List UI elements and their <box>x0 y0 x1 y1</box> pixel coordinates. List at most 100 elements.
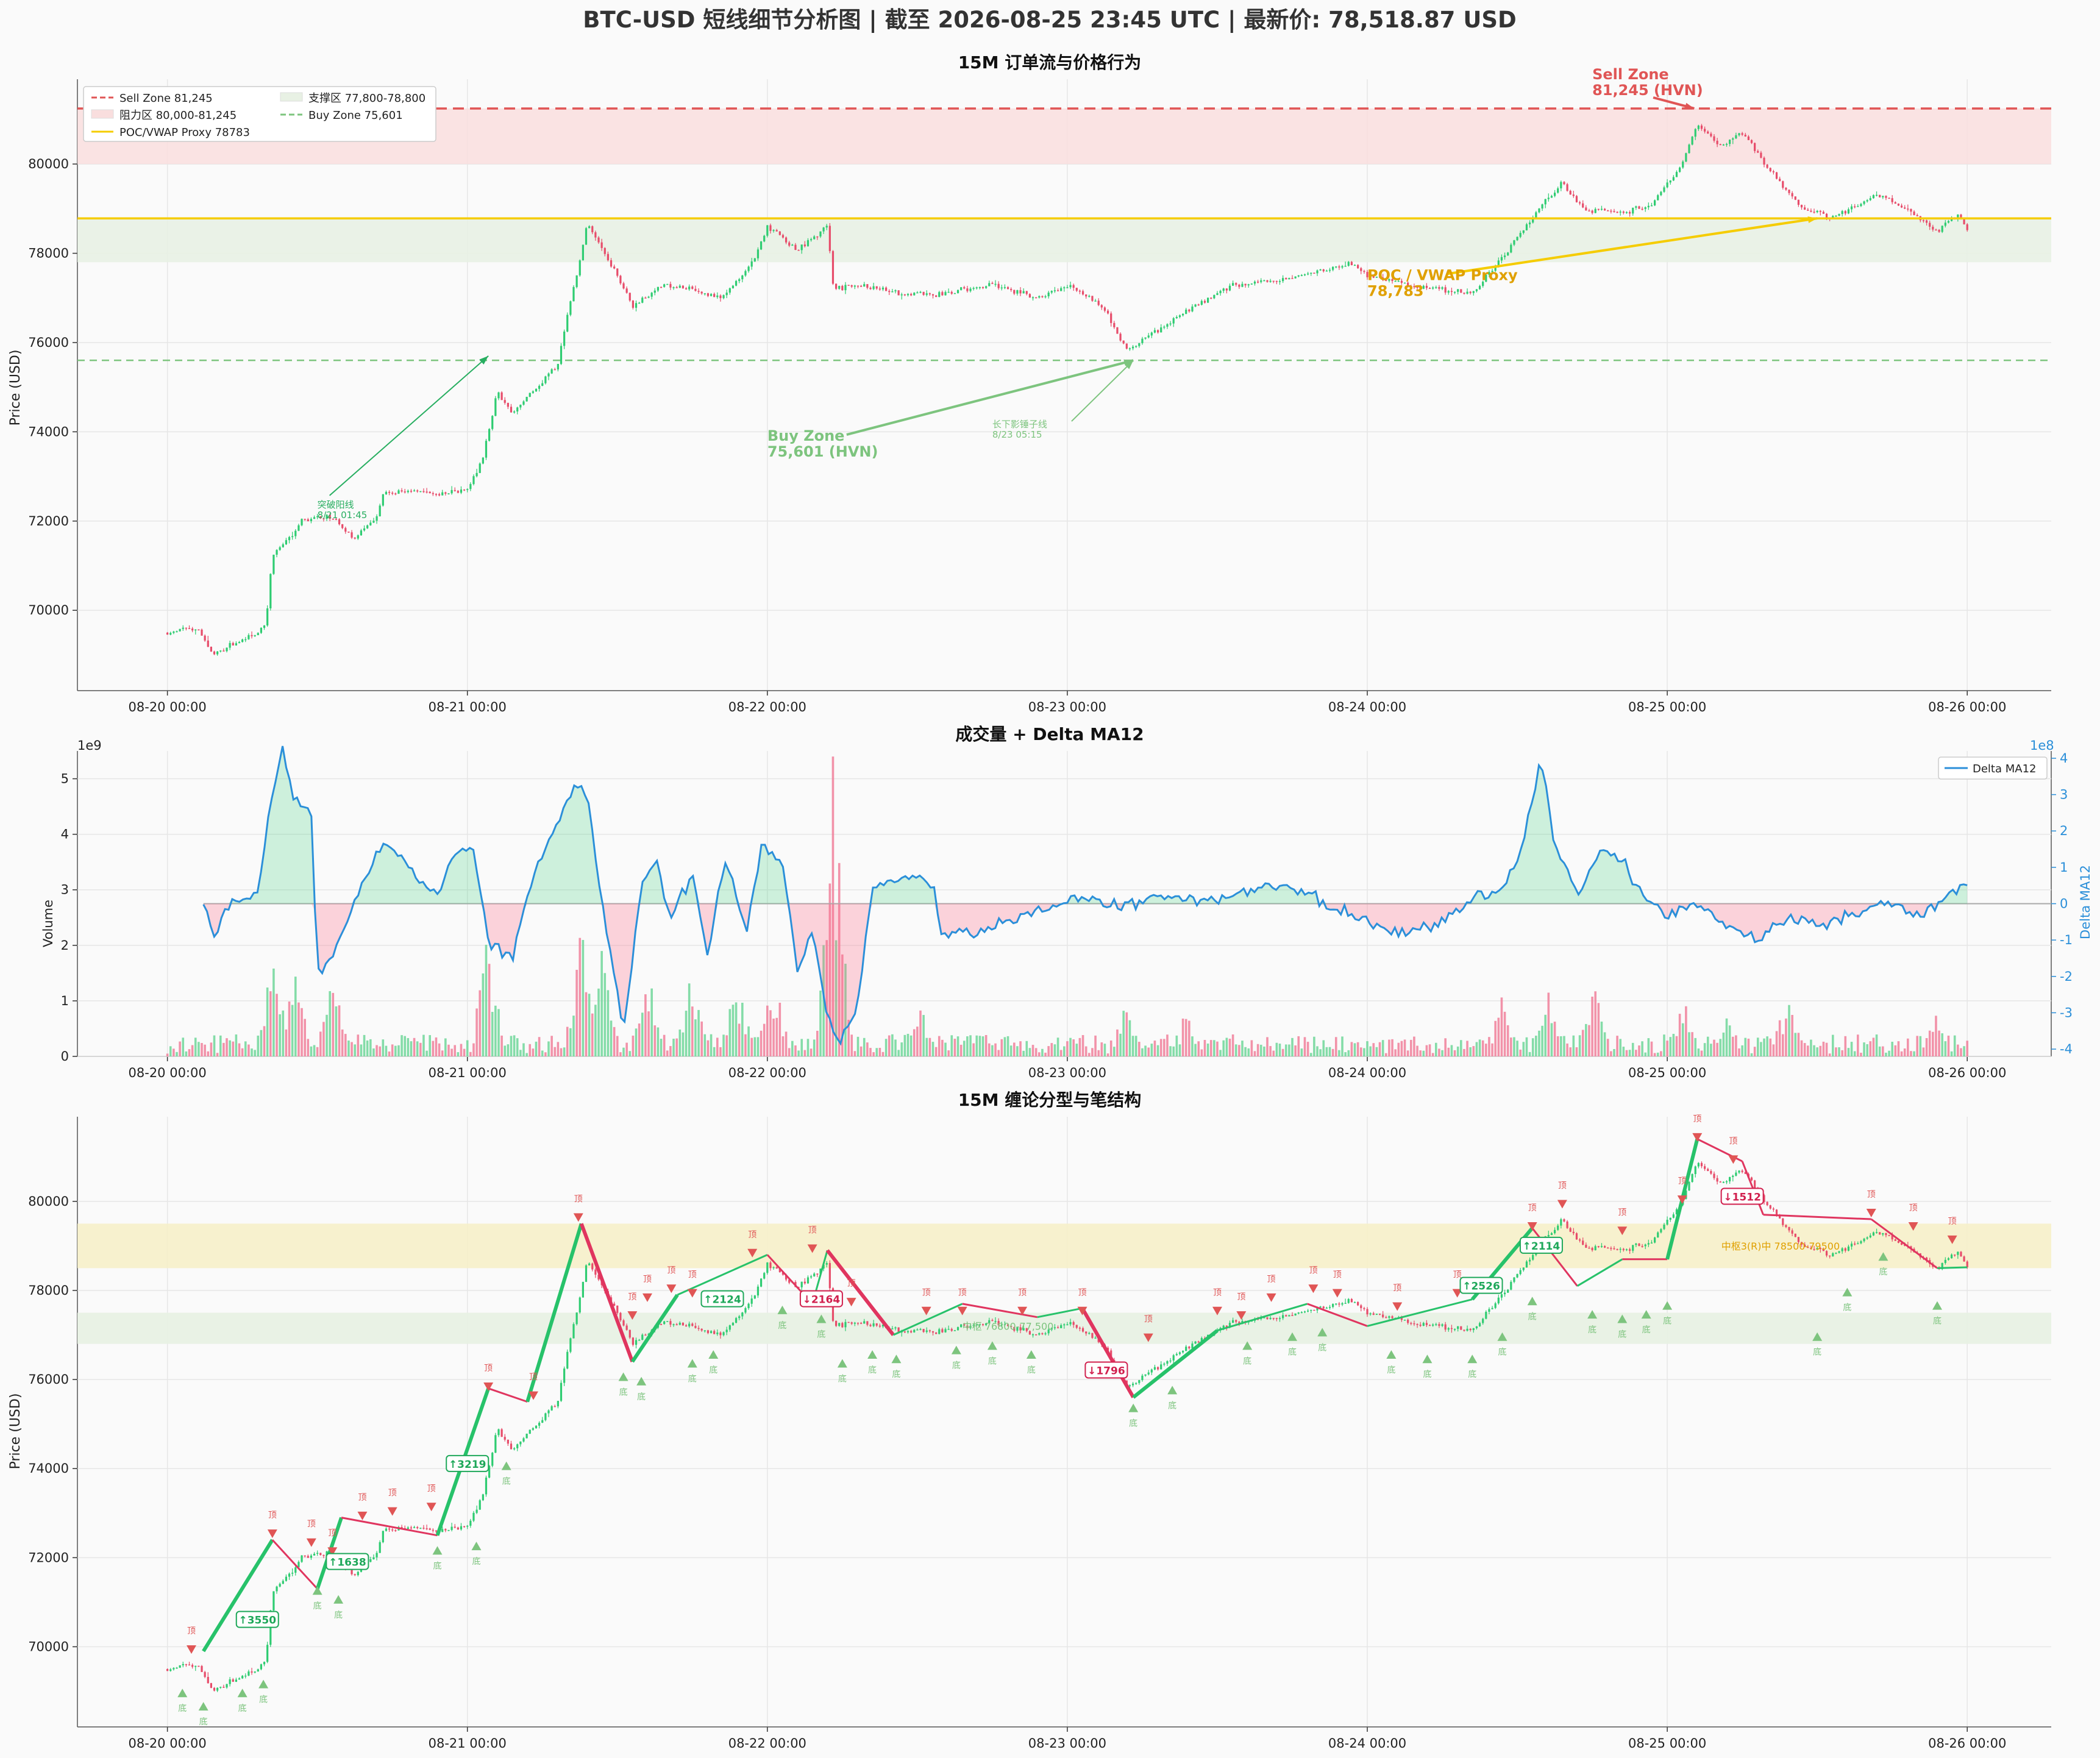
p3-candle-body <box>1360 1305 1362 1308</box>
p2-volume-bar <box>763 1023 766 1056</box>
p1-candle-body <box>400 490 403 492</box>
p3-candle-body <box>1797 1237 1800 1242</box>
p2-volume-bar <box>594 1005 597 1056</box>
p2-volume-bar <box>731 1005 735 1056</box>
p1-candle-body <box>525 397 528 402</box>
p2-volume-bar <box>1938 1030 1940 1056</box>
p2-volume-bar <box>176 1052 178 1056</box>
p3-candle-body <box>1269 1317 1272 1319</box>
p3-candle-body <box>1222 1325 1225 1328</box>
p2-volume-bar <box>472 1043 475 1056</box>
p2-legend-box <box>1938 756 2048 780</box>
p2-volume-bar <box>1503 1011 1506 1056</box>
p2-volume-bar <box>1888 1050 1890 1056</box>
p1-candle-body <box>1194 304 1197 307</box>
p1-candle-body <box>1425 285 1428 288</box>
p2-volume-bar <box>716 1037 719 1056</box>
p3-bottom-fractal-label: 底 <box>259 1695 268 1705</box>
p2-volume-bar <box>975 1035 978 1056</box>
p3-candle-body <box>1869 1235 1871 1237</box>
p1-legend-label: POC/VWAP Proxy 78783 <box>119 126 250 139</box>
p3-candle-body <box>881 1325 884 1327</box>
p3-bottom-fractal-label: 底 <box>1129 1419 1137 1429</box>
p1-candle-body <box>1475 289 1478 291</box>
p3-candle-body <box>744 1308 747 1313</box>
p3-candle-body <box>538 1423 541 1426</box>
p3-bottom-fractal-marker <box>1662 1301 1673 1310</box>
p3-candle-body <box>507 1439 509 1444</box>
p1-candle-body <box>822 227 825 232</box>
p3-candle-body <box>1128 1385 1131 1387</box>
p3-candle-body <box>285 1576 288 1581</box>
p1-candle-body <box>735 280 738 286</box>
p3-candle-body <box>1144 1374 1147 1376</box>
p2-volume-bar <box>1041 1048 1044 1056</box>
p2-volume-bar <box>881 1052 884 1056</box>
p1-candle-body <box>425 491 428 493</box>
p3-candle-body <box>457 1527 459 1530</box>
p3-bottom-fractal-label: 底 <box>1168 1401 1176 1411</box>
p1-candle-body <box>1063 287 1066 288</box>
p3-candle-body <box>198 1665 200 1667</box>
p2-volume-bar <box>179 1041 181 1056</box>
p2-volume-bar <box>825 940 828 1056</box>
p3-candle-body <box>953 1330 956 1331</box>
p2-volume-bar <box>1384 1053 1387 1056</box>
p3-bottom-fractal-marker <box>432 1546 443 1555</box>
p3-candle-body <box>1897 1240 1900 1243</box>
p2-volume-bar <box>1578 1035 1581 1056</box>
p3-candle-body <box>1647 1243 1650 1245</box>
p1-candle-body <box>1547 198 1550 199</box>
p3-bottom-fractal-label: 底 <box>688 1375 697 1384</box>
p1-candle-body <box>806 240 810 246</box>
p2-volume-bar <box>1541 1025 1543 1056</box>
p3-candle-body <box>1150 1369 1153 1373</box>
p1-candle-body <box>1200 301 1203 305</box>
p1-candle-body <box>969 288 972 291</box>
p3-stroke-length-label: ↑3550 <box>238 1615 276 1627</box>
p2-volume-bar <box>1406 1050 1409 1056</box>
p1-candle-body <box>831 251 835 284</box>
p1-candle-body <box>1791 193 1793 197</box>
p2-volume-bar <box>1831 1034 1834 1056</box>
p1-candle-body <box>1153 330 1156 333</box>
p1-annotation-arrowhead <box>1684 102 1695 110</box>
p1-candle-body <box>247 635 250 639</box>
p3-candle-body <box>931 1331 934 1333</box>
p1-candle-body <box>910 294 913 296</box>
p3-candle-body <box>1725 1181 1728 1183</box>
p2-volume-bar <box>276 994 278 1056</box>
p1-candle-body <box>1754 143 1756 151</box>
p3-candle-body <box>1035 1334 1038 1336</box>
p2-y2-tick-label: -2 <box>2060 969 2073 984</box>
p1-candle-body <box>1688 144 1690 154</box>
p3-top-fractal-marker <box>573 1213 583 1222</box>
p3-candle-body <box>632 1337 635 1345</box>
p2-volume-bar <box>1425 1045 1428 1056</box>
p1-candle-body <box>1285 278 1287 280</box>
p3-candle-body <box>1178 1352 1181 1354</box>
p3-candle-body <box>735 1318 738 1323</box>
p2-volume-bar <box>1394 1049 1397 1056</box>
p1-candle-body <box>1850 206 1853 210</box>
p3-bottom-fractal-label: 底 <box>502 1477 511 1487</box>
p1-candle-body <box>716 295 719 297</box>
p2-volume-bar <box>1100 1042 1103 1056</box>
p1-candle-body <box>1516 237 1518 241</box>
p3-zone-label: 中枢 76800-77,500 <box>963 1320 1054 1332</box>
p2-volume-bar <box>341 1029 344 1056</box>
p3-candle-body <box>1094 1337 1097 1339</box>
p1-candle-body <box>978 286 981 288</box>
p3-candle-body <box>685 1325 688 1326</box>
p3-top-fractal-marker <box>957 1306 967 1315</box>
p3-candle-body <box>828 1262 831 1289</box>
p3-candle-body <box>1669 1217 1671 1220</box>
p3-candle-body <box>307 1556 309 1558</box>
p1-candle-body <box>1435 286 1437 288</box>
p2-volume-bar <box>213 1035 216 1056</box>
p3-candle-body <box>935 1333 938 1334</box>
p1-annotation-sublabel: 81,245 (HVN) <box>1592 82 1703 99</box>
p1-candle-body <box>744 271 747 276</box>
p3-candle-body <box>294 1567 297 1573</box>
p2-volume-bar <box>1703 1043 1706 1056</box>
